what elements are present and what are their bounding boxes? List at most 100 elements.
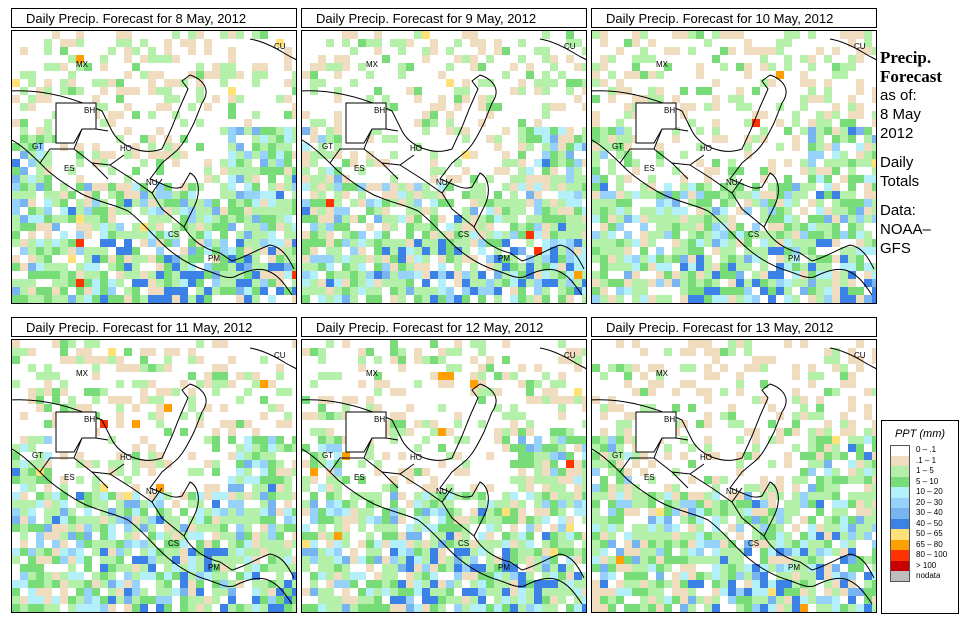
country-label: CU <box>854 351 866 360</box>
legend-label: .1 – 1 <box>916 455 937 465</box>
forecast-panel-1: Daily Precip. Forecast for 8 May, 2012 M… <box>11 8 297 304</box>
country-label: MX <box>76 369 89 378</box>
legend-swatch <box>890 560 910 571</box>
country-label: CS <box>458 230 469 239</box>
country-label: CS <box>458 539 469 548</box>
map-canvas: MX CU BH GT HO ES NU CS PM <box>12 340 296 612</box>
totals-label: Daily <box>880 154 914 171</box>
country-label: NU <box>726 178 738 187</box>
legend-item: 5 – 10 <box>890 476 958 487</box>
legend-swatch <box>890 476 910 487</box>
panel-title: Daily Precip. Forecast for 9 May, 2012 <box>301 8 587 28</box>
country-label: GT <box>32 451 43 460</box>
country-label: CS <box>748 539 759 548</box>
legend-label: 5 – 10 <box>916 476 939 486</box>
map-canvas: MX CU BH GT HO ES NU CS PM <box>302 340 586 612</box>
legend-item: 20 – 30 <box>890 497 958 508</box>
country-label: HO <box>410 453 422 462</box>
panel-title: Daily Precip. Forecast for 8 May, 2012 <box>11 8 297 28</box>
country-label: GT <box>612 451 623 460</box>
country-label: BH <box>374 106 385 115</box>
legend-label: nodata <box>916 571 941 580</box>
legend-item: 80 – 100 <box>890 550 958 561</box>
forecast-info: Precip. Forecast as of: 8 May 2012 Daily… <box>880 48 966 258</box>
legend-title: PPT (mm) <box>894 428 946 440</box>
country-label: NU <box>436 178 448 187</box>
country-label: CU <box>564 351 576 360</box>
legend-swatch <box>890 508 910 519</box>
legend-swatch <box>890 466 910 477</box>
legend-swatch <box>890 529 910 540</box>
legend-label: 10 – 20 <box>916 487 943 496</box>
data-source: NOAA– <box>880 221 931 238</box>
legend-item: nodata <box>890 571 958 582</box>
country-label: PM <box>498 254 510 263</box>
info-heading: Forecast <box>880 67 942 86</box>
country-label: ES <box>64 473 75 482</box>
legend-swatch <box>890 487 910 498</box>
precip-map: MX CU BH GT HO ES NU CS PM <box>301 30 587 304</box>
legend-swatch <box>890 445 910 456</box>
country-label: GT <box>322 451 333 460</box>
forecast-panel-6: Daily Precip. Forecast for 13 May, 2012 … <box>591 317 877 613</box>
country-label: PM <box>788 563 800 572</box>
country-label: MX <box>76 60 89 69</box>
legend-label: 50 – 65 <box>916 529 943 538</box>
country-label: GT <box>612 142 623 151</box>
legend-swatch <box>890 455 910 466</box>
map-canvas: MX CU BH GT HO ES NU CS PM <box>592 31 876 303</box>
legend-item: 0 – .1 <box>890 445 958 456</box>
country-label: ES <box>354 164 365 173</box>
legend-item: 10 – 20 <box>890 487 958 498</box>
country-label: CS <box>748 230 759 239</box>
country-label: CS <box>168 539 179 548</box>
map-canvas: MX CU BH GT HO ES NU CS PM <box>302 31 586 303</box>
country-label: ES <box>354 473 365 482</box>
country-label: HO <box>120 453 132 462</box>
country-label: PM <box>498 563 510 572</box>
country-label: NU <box>436 487 448 496</box>
legend-item: 65 – 80 <box>890 539 958 550</box>
country-label: CU <box>564 42 576 51</box>
legend-swatch <box>890 497 910 508</box>
country-label: GT <box>322 142 333 151</box>
legend-swatch <box>890 518 910 529</box>
country-label: GT <box>32 142 43 151</box>
precip-map: MX CU BH GT HO ES NU CS PM <box>591 339 877 613</box>
country-label: HO <box>410 144 422 153</box>
country-label: CS <box>168 230 179 239</box>
country-label: NU <box>146 487 158 496</box>
country-label: CU <box>854 42 866 51</box>
forecast-panel-2: Daily Precip. Forecast for 9 May, 2012 M… <box>301 8 587 304</box>
country-label: HO <box>120 144 132 153</box>
legend-item: 30 – 40 <box>890 508 958 519</box>
info-heading: Precip. <box>880 48 932 67</box>
country-label: CU <box>274 351 286 360</box>
legend-item: 40 – 50 <box>890 518 958 529</box>
legend-swatch <box>890 550 910 561</box>
panel-title: Daily Precip. Forecast for 11 May, 2012 <box>11 317 297 337</box>
country-label: PM <box>208 563 220 572</box>
legend-label: 30 – 40 <box>916 508 943 517</box>
country-label: ES <box>644 473 655 482</box>
country-label: HO <box>700 144 712 153</box>
legend-label: 1 – 5 <box>916 466 934 475</box>
legend-label: > 100 <box>916 560 937 570</box>
country-label: MX <box>366 60 379 69</box>
legend-swatch <box>890 539 910 550</box>
precip-map: MX CU BH GT HO ES NU CS PM <box>301 339 587 613</box>
country-label: MX <box>366 369 379 378</box>
country-label: CU <box>274 42 286 51</box>
country-label: BH <box>84 415 95 424</box>
country-label: HO <box>700 453 712 462</box>
legend-label: 0 – .1 <box>916 445 937 454</box>
as-of-label: as of: <box>880 87 917 104</box>
precip-map: MX CU BH GT HO ES NU CS PM <box>11 30 297 304</box>
legend-swatch <box>890 571 910 582</box>
issue-year: 2012 <box>880 125 914 142</box>
data-source: Data: <box>880 202 916 219</box>
data-source: GFS <box>880 240 911 257</box>
panel-title: Daily Precip. Forecast for 13 May, 2012 <box>591 317 877 337</box>
legend-item: 50 – 65 <box>890 529 958 540</box>
